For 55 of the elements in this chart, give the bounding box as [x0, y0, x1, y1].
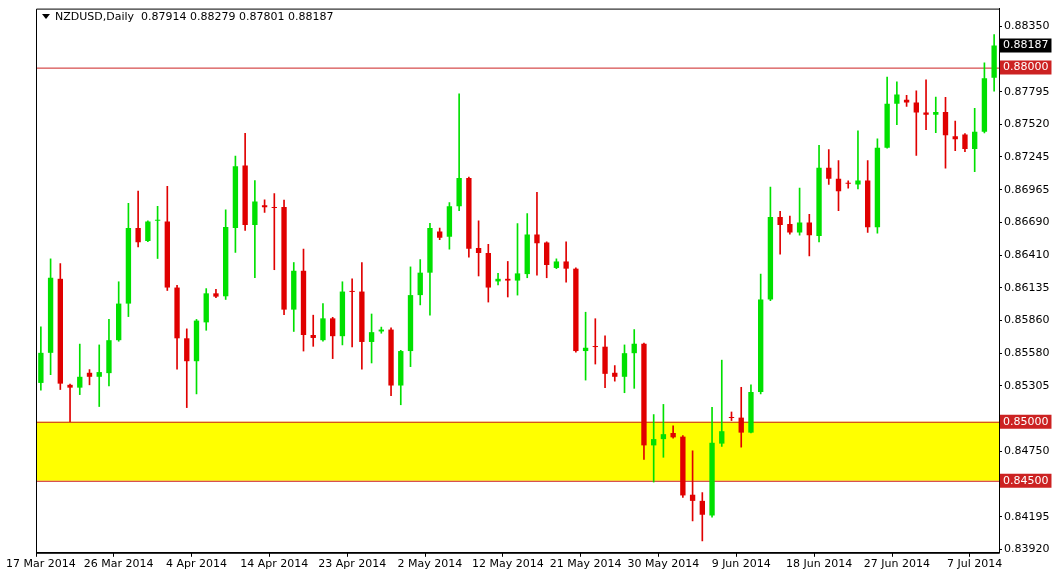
y-tick-label: 0.85305: [1004, 378, 1050, 392]
candlestick: [456, 93, 462, 211]
y-tick-label: 0.87795: [1004, 84, 1050, 98]
candlestick: [96, 344, 102, 407]
x-tick-label: 26 Mar 2014: [83, 557, 154, 571]
ref-line-label: 0.88000: [1003, 60, 1049, 74]
y-tick-label: 0.84750: [1004, 444, 1050, 458]
chart-title: NZDUSD,Daily 0.87914 0.88279 0.87801 0.88187: [55, 10, 334, 23]
candlestick: [310, 314, 316, 347]
y-tick-label: 0.84195: [1004, 509, 1050, 523]
y-tick-label: 0.85860: [1004, 313, 1050, 327]
text: 0.88187: [1003, 38, 1049, 52]
x-tick-label: 4 Apr 2014: [165, 557, 228, 571]
candlestick: [349, 278, 355, 348]
y-tick-label: 0.85580: [1004, 346, 1050, 360]
x-tick-label: 7 Jul 2014: [947, 557, 1003, 571]
x-tick-label: 17 Mar 2014: [5, 557, 76, 571]
x-tick-label: 2 May 2014: [397, 557, 463, 571]
candlestick: [67, 383, 73, 423]
candlestick: [913, 90, 919, 156]
candlestick: [719, 359, 725, 447]
y-tick-label: 0.86690: [1004, 215, 1050, 229]
y-tick-label: 0.86965: [1004, 182, 1050, 196]
candlestick: [651, 414, 657, 483]
x-tick-label: 27 Jun 2014: [863, 557, 930, 571]
candlestick: [77, 343, 83, 395]
candlestick: [952, 120, 958, 152]
candlestick: [894, 81, 900, 125]
x-tick-label: 18 Jun 2014: [785, 557, 853, 571]
x-tick-label: 23 Apr 2014: [318, 557, 387, 571]
ref-line-label: 0.85000: [1003, 414, 1049, 428]
x-tick-label: 12 May 2014: [471, 557, 544, 571]
y-tick-label: 0.86135: [1004, 280, 1050, 294]
candlestick: [252, 180, 258, 279]
y-tick-label: 0.87520: [1004, 117, 1050, 131]
x-tick-label: 30 May 2014: [627, 557, 700, 571]
candlestick: [855, 130, 861, 190]
candlestick: [505, 261, 511, 298]
candlestick: [845, 180, 851, 189]
candlestick: [923, 79, 929, 131]
candlestick: [592, 318, 598, 365]
x-tick-label: 21 May 2014: [549, 557, 622, 571]
y-tick-label: 0.83920: [1004, 542, 1050, 556]
y-tick-label: 0.87245: [1004, 149, 1050, 163]
candlestick: [777, 210, 783, 255]
y-tick-label: 0.88350: [1004, 19, 1050, 33]
candlestick: [534, 192, 540, 276]
candlestick: [563, 241, 569, 283]
candlestick: [933, 96, 939, 133]
y-tick-label: 0.86410: [1004, 248, 1050, 262]
x-tick-label: 14 Apr 2014: [240, 557, 309, 571]
candlestick: [271, 193, 277, 271]
candlestick: [738, 386, 744, 448]
x-tick-label: 9 Jun 2014: [711, 557, 771, 571]
ref-line-label: 0.84500: [1003, 473, 1049, 487]
